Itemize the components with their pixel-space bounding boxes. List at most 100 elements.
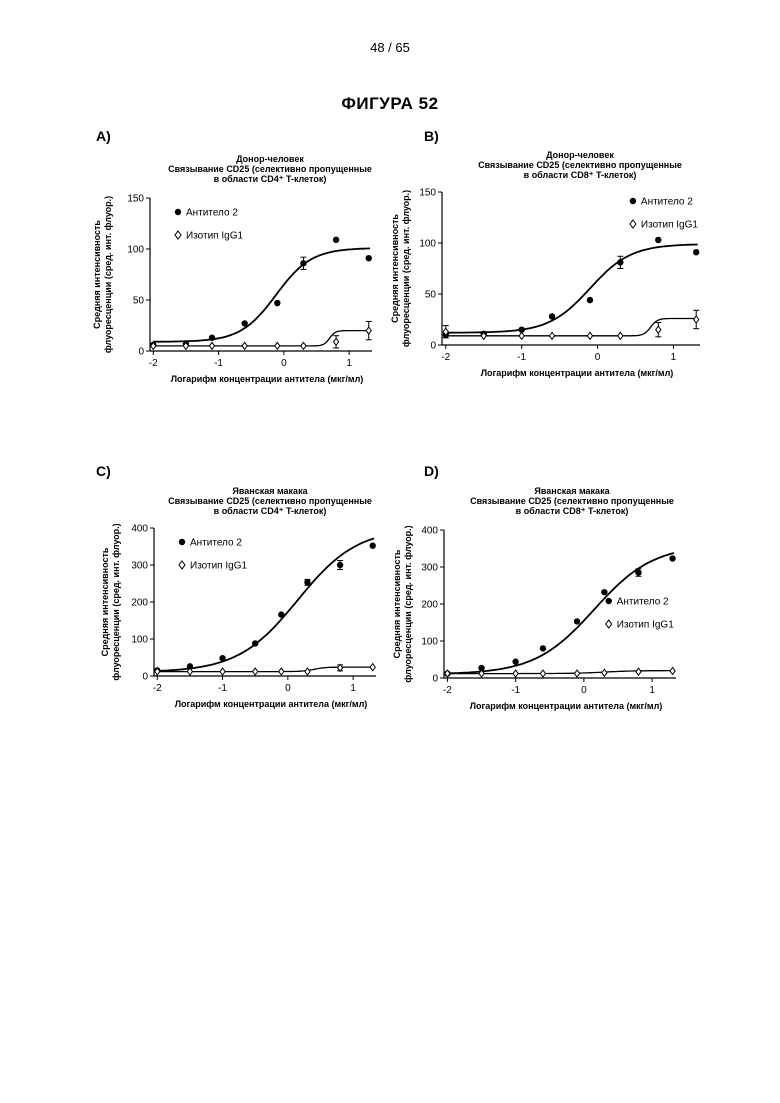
data-point-isotype <box>209 342 214 349</box>
legend-label: Изотип IgG1 <box>186 231 243 242</box>
legend-label: Изотип IgG1 <box>190 561 247 572</box>
x-tick-label: 0 <box>595 352 601 363</box>
x-tick-label: -1 <box>517 352 526 363</box>
data-point-antibody <box>617 259 623 265</box>
x-axis-label: Логарифм концентрации антитела (мкг/мл) <box>171 374 364 384</box>
y-axis-label: флуоресценции (сред. инт. флуор.) <box>403 525 413 682</box>
data-point-isotype <box>301 342 306 349</box>
x-tick-label: 0 <box>581 685 587 696</box>
chart-title-a: Донор-человек Связывание CD25 (селективн… <box>130 154 410 184</box>
y-tick-label: 0 <box>432 674 438 685</box>
chart-title-line: Связывание CD25 (селективно пропущенные <box>440 160 720 170</box>
y-axis-label: Средняя интенсивность <box>92 220 102 329</box>
data-point-antibody <box>669 555 675 561</box>
data-point-isotype <box>513 670 518 677</box>
data-point-isotype <box>602 669 607 676</box>
chart-title-line: в области CD8⁺ T-клеток) <box>432 506 712 516</box>
fit-curve-antibody <box>153 248 370 341</box>
legend-label: Антитело 2 <box>617 597 669 608</box>
y-tick-label: 400 <box>421 526 438 537</box>
x-tick-label: -1 <box>214 358 223 369</box>
data-point-antibody <box>601 589 607 595</box>
data-point-antibody <box>300 260 306 266</box>
chart-title-line: Донор-человек <box>440 150 720 160</box>
x-tick-label: -2 <box>153 683 162 694</box>
data-point-isotype <box>618 332 623 339</box>
data-point-antibody <box>333 237 339 243</box>
y-tick-label: 300 <box>131 561 148 572</box>
panel-letter-c: C) <box>96 463 111 479</box>
chart-title-line: Связывание CD25 (селективно пропущенные <box>432 496 712 506</box>
data-point-isotype <box>220 668 225 675</box>
data-point-isotype <box>242 342 247 349</box>
data-point-isotype <box>337 664 342 671</box>
y-axis-label: флуоресценции (сред. инт. флуор.) <box>103 196 113 353</box>
y-tick-label: 300 <box>421 563 438 574</box>
legend-marker-isotype <box>606 620 612 628</box>
x-axis-label: Логарифм концентрации антитела (мкг/мл) <box>470 701 663 711</box>
data-point-antibody <box>693 249 699 255</box>
data-point-isotype <box>587 332 592 339</box>
data-point-isotype <box>540 670 545 677</box>
data-point-isotype <box>574 670 579 677</box>
data-point-isotype <box>549 332 554 339</box>
x-axis-label: Логарифм концентрации антитела (мкг/мл) <box>175 699 368 709</box>
x-axis-label: Логарифм концентрации антитела (мкг/мл) <box>481 368 674 378</box>
x-tick-label: 1 <box>346 358 352 369</box>
data-point-isotype <box>636 668 641 675</box>
chart-b: 050100150-2-101Логарифм концентрации ант… <box>386 182 716 387</box>
y-tick-label: 400 <box>131 524 148 535</box>
y-tick-label: 150 <box>127 194 144 205</box>
y-axis-label: флуоресценции (сред. инт. флуор.) <box>111 523 121 680</box>
legend-marker-isotype <box>179 561 185 569</box>
x-tick-label: 0 <box>285 683 291 694</box>
legend-label: Антитело 2 <box>186 208 238 219</box>
data-point-isotype <box>656 326 661 333</box>
chart-title-line: Связывание CD25 (селективно пропущенные <box>130 496 410 506</box>
data-point-isotype <box>279 668 284 675</box>
legend-marker-antibody <box>630 198 636 204</box>
x-tick-label: 0 <box>281 358 287 369</box>
x-tick-label: -1 <box>218 683 227 694</box>
panel-letter-a: A) <box>96 128 111 144</box>
legend-label: Антитело 2 <box>641 197 693 208</box>
y-tick-label: 50 <box>133 296 145 307</box>
data-point-isotype <box>519 332 524 339</box>
panel-letter-b: B) <box>424 128 439 144</box>
data-point-isotype <box>694 316 699 323</box>
data-point-antibody <box>370 543 376 549</box>
page-number: 48 / 65 <box>0 40 780 55</box>
y-axis-label: Средняя интенсивность <box>100 547 110 656</box>
data-point-antibody <box>304 579 310 585</box>
legend-label: Изотип IgG1 <box>641 220 698 231</box>
fit-curve-antibody <box>157 538 374 671</box>
legend-marker-isotype <box>175 231 181 239</box>
x-tick-label: -1 <box>511 685 520 696</box>
data-point-isotype <box>305 668 310 675</box>
data-point-antibody <box>252 640 258 646</box>
chart-a: 050100150-2-101Логарифм концентрации ант… <box>88 188 388 393</box>
data-point-antibody <box>635 569 641 575</box>
y-tick-label: 100 <box>127 245 144 256</box>
data-point-isotype <box>370 664 375 671</box>
y-tick-label: 150 <box>419 188 436 199</box>
x-tick-label: 1 <box>350 683 356 694</box>
data-point-antibody <box>337 562 343 568</box>
legend-marker-antibody <box>179 539 185 545</box>
y-tick-label: 0 <box>142 672 148 683</box>
chart-title-line: в области CD8⁺ T-клеток) <box>440 170 720 180</box>
data-point-antibody <box>540 645 546 651</box>
legend-label: Изотип IgG1 <box>617 620 674 631</box>
chart-title-line: в области CD4⁺ T-клеток) <box>130 174 410 184</box>
y-tick-label: 200 <box>421 600 438 611</box>
chart-title-line: Яванская макака <box>432 486 712 496</box>
data-point-isotype <box>253 668 258 675</box>
y-axis-label: флуоресценции (сред. инт. флуор.) <box>401 190 411 347</box>
data-point-antibody <box>574 618 580 624</box>
y-tick-label: 200 <box>131 598 148 609</box>
legend-marker-isotype <box>630 220 636 228</box>
y-tick-label: 0 <box>138 347 144 358</box>
data-point-antibody <box>274 300 280 306</box>
chart-title-c: Яванская макака Связывание CD25 (селекти… <box>130 486 410 516</box>
y-axis-label: Средняя интенсивность <box>390 214 400 323</box>
